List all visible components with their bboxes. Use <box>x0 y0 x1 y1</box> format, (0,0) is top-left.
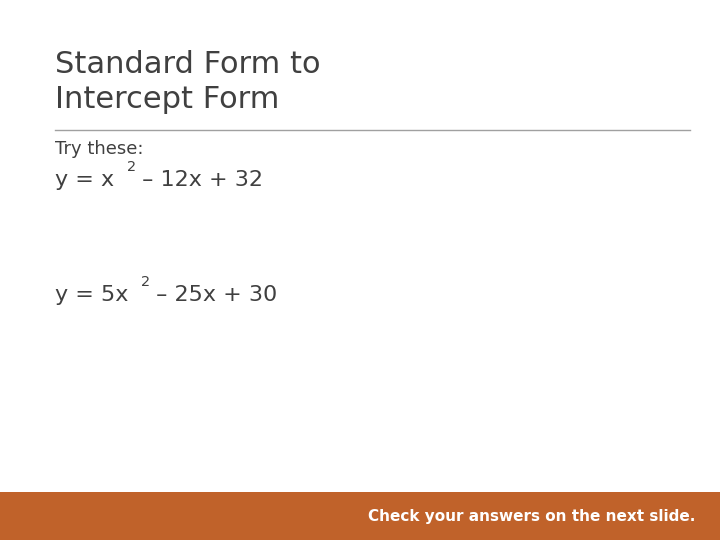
Text: Standard Form to: Standard Form to <box>55 50 320 79</box>
Text: – 12x + 32: – 12x + 32 <box>135 170 263 190</box>
Text: y = 5x: y = 5x <box>55 285 128 305</box>
Text: 2: 2 <box>141 275 150 289</box>
Text: Try these:: Try these: <box>55 140 143 158</box>
Text: 2: 2 <box>127 160 136 174</box>
Bar <box>0 492 720 540</box>
Text: Check your answers on the next slide.: Check your answers on the next slide. <box>368 509 695 523</box>
Text: – 25x + 30: – 25x + 30 <box>149 285 277 305</box>
Text: y = x: y = x <box>55 170 114 190</box>
Text: Intercept Form: Intercept Form <box>55 85 279 114</box>
